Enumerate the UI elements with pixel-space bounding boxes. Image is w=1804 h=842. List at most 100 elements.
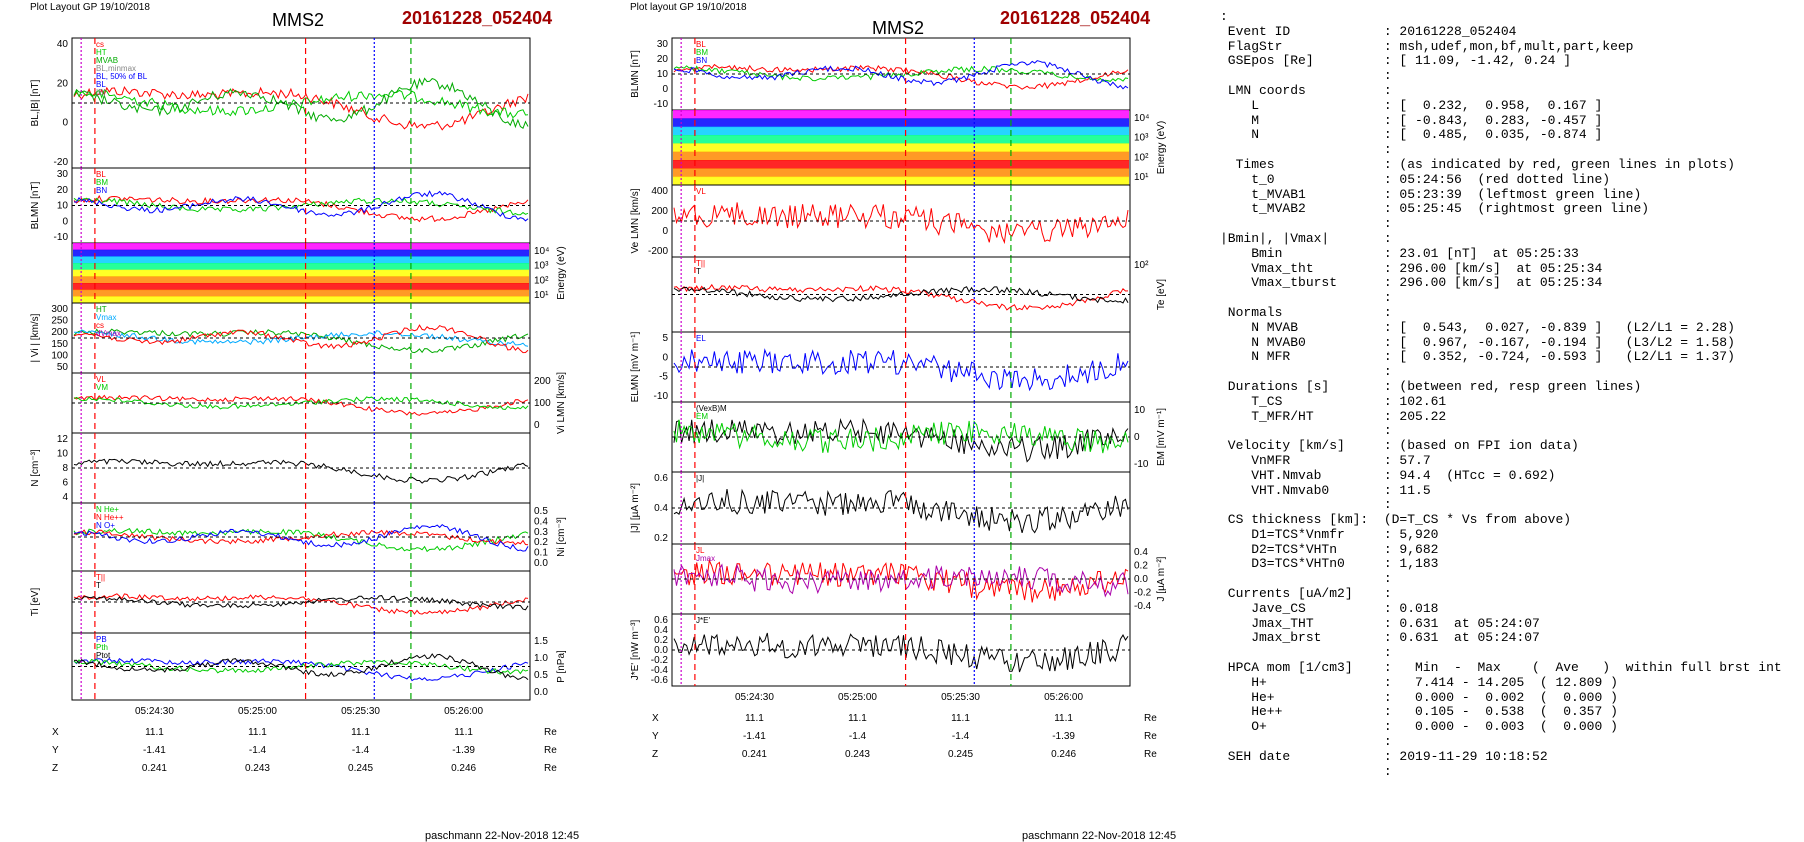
- tick-label: 10: [1134, 405, 1146, 416]
- series-line-bl: [73, 89, 529, 119]
- info-line: Normals :: [1220, 304, 1392, 320]
- info-line: Event ID : 20161228_052404: [1220, 23, 1517, 39]
- info-line: N MVAB : [ 0.543, 0.027, -0.839 ] (L2/L1…: [1220, 319, 1735, 335]
- legend-entry: PB: [96, 635, 107, 644]
- y-axis-label-right: Energy (eV): [556, 246, 567, 299]
- position-row-value: 11.1: [454, 727, 473, 738]
- position-row-value: -1.4: [952, 731, 970, 742]
- tick-label: 10⁴: [1134, 113, 1149, 124]
- spectrogram-band: [673, 110, 1129, 119]
- tick-label: -0.4: [1134, 601, 1152, 612]
- legend-entry: BN: [696, 56, 707, 65]
- position-row-label: X: [52, 727, 59, 738]
- position-row-value: 0.241: [142, 763, 167, 774]
- panel-bl: 40 20 0 -20 BL,|B| [nT] csHTMVABBL,minmaxBL, …: [30, 37, 531, 169]
- x-tick-label: 05:26:00: [1044, 692, 1083, 703]
- legend-entry: BL, 50% of BL: [96, 72, 148, 81]
- tick-label: 4: [62, 492, 68, 503]
- legend-entry: T: [96, 581, 101, 590]
- legend-entry: T||: [696, 259, 705, 268]
- info-line: LMN coords :: [1220, 82, 1392, 98]
- legend-entry: BM: [696, 48, 708, 57]
- info-line: VHT.Nmvab0 : 11.5: [1220, 482, 1431, 498]
- legend-entry: T||: [96, 573, 105, 582]
- position-row-label: Y: [52, 745, 59, 756]
- tick-label: 1.0: [534, 653, 548, 664]
- x-tick-label: 05:26:00: [444, 706, 483, 717]
- info-line: H+ : 7.414 - 14.205 ( 12.809 ): [1220, 674, 1618, 690]
- tick-label: 0.5: [534, 506, 548, 517]
- right-event-id: 20161228_052404: [1000, 8, 1151, 28]
- left-footer: paschmann 22-Nov-2018 12:45: [425, 830, 580, 842]
- series-line-vi: [73, 324, 529, 354]
- tick-label: 0.4: [534, 516, 548, 527]
- position-row-value: -1.4: [249, 745, 267, 756]
- position-row-label: Y: [652, 731, 659, 742]
- tick-label: 20: [57, 78, 69, 89]
- right-footer: paschmann 22-Nov-2018 12:45: [1022, 830, 1177, 842]
- position-row-unit: Re: [1144, 731, 1157, 742]
- tick-label: 0.1: [534, 548, 548, 559]
- position-row-value: -1.4: [352, 745, 370, 756]
- tick-label: -0.2: [1134, 588, 1152, 599]
- series-line-elmn: [673, 348, 1129, 392]
- series-line-te: [673, 283, 1129, 311]
- series-line-ti: [73, 595, 529, 611]
- info-line: t_MVAB1 : 05:23:39 (leftmost green line): [1220, 186, 1642, 202]
- tick-label: -10: [1134, 459, 1149, 470]
- info-line: M : [ -0.843, 0.283, -0.457 ]: [1220, 112, 1603, 128]
- info-line: :: [1220, 571, 1392, 587]
- legend-entry: VM: [96, 383, 108, 392]
- position-row-value: -1.41: [743, 731, 766, 742]
- series-line-blmn: [73, 194, 529, 223]
- position-row-unit: Re: [544, 763, 557, 774]
- position-row-value: -1.41: [143, 745, 166, 756]
- series-line-blmn: [73, 190, 529, 222]
- tick-label: 300: [51, 304, 68, 315]
- legend-entry: BM: [96, 178, 108, 187]
- tick-label: 0.0: [534, 558, 548, 569]
- panel-rspec: 10⁴ 10³ 10² 10¹ Energy (eV): [671, 109, 1167, 186]
- series-line-jdote: [673, 632, 1129, 673]
- legend-entry: HT: [96, 48, 107, 57]
- legend-entry: BL: [96, 80, 106, 89]
- tick-label: 10¹: [1134, 172, 1149, 183]
- panel-em: 10 0 -10 EM [mV m⁻¹] (VexB)MEM: [671, 401, 1167, 473]
- tick-label: 1.5: [534, 636, 548, 647]
- legend-entry: Jmax: [696, 554, 715, 563]
- info-line: :: [1220, 290, 1392, 306]
- spectrogram-band: [673, 135, 1129, 144]
- tick-label: 0.5: [534, 670, 548, 681]
- spectrogram-band: [73, 243, 529, 251]
- x-tick-label: 05:25:30: [941, 692, 980, 703]
- legend-entry: J*E': [696, 616, 710, 625]
- info-line: :: [1220, 423, 1392, 439]
- tick-label: 20: [57, 185, 69, 196]
- series-line-jlmn: [673, 558, 1129, 603]
- position-row-label: X: [652, 713, 659, 724]
- position-row-value: 11.1: [145, 727, 164, 738]
- tick-label: -0.2: [651, 655, 669, 666]
- y-axis-label: ELMN [mV m⁻¹]: [630, 331, 641, 402]
- panel-jdote: 0.60.40.20.0-0.2-0.4-0.6 J*E' [nW m⁻³] J*E…: [630, 613, 1131, 687]
- tick-label: 50: [57, 362, 69, 373]
- position-row-label: Z: [52, 763, 58, 774]
- position-row-value: 0.246: [1051, 749, 1076, 760]
- info-line: :: [1220, 364, 1392, 380]
- legend-entry: Vmax: [96, 313, 116, 322]
- info-line: HPCA mom [1/cm3] : Min - Max ( Ave ) wit…: [1220, 660, 1782, 676]
- tick-label: -0.6: [651, 675, 669, 686]
- position-row-value: -1.39: [1052, 731, 1075, 742]
- tick-label: 10³: [534, 261, 549, 272]
- y-axis-label: BLMN [nT]: [630, 50, 641, 98]
- left-spacecraft-title: MMS2: [272, 10, 325, 30]
- info-line: O+ : 0.000 - 0.003 ( 0.000 ): [1220, 719, 1618, 735]
- tick-label: 0: [62, 216, 68, 227]
- legend-entry: EM: [696, 412, 708, 421]
- y-axis-label: BL,|B| [nT]: [30, 79, 41, 126]
- tick-label: -10: [54, 232, 69, 243]
- tick-label: 200: [534, 376, 551, 387]
- tick-label: -20: [54, 157, 69, 168]
- y-axis-label: BLMN [nT]: [30, 181, 41, 229]
